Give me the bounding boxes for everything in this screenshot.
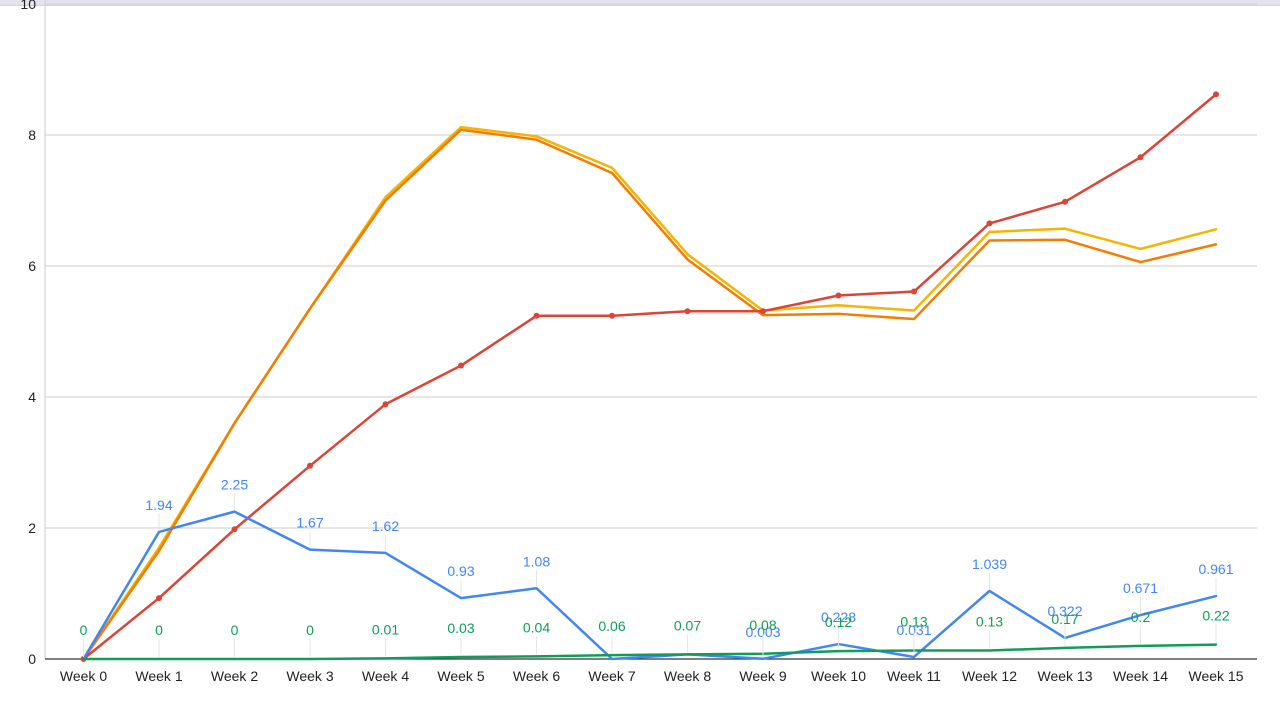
series-3-point [760, 308, 766, 315]
green-data-label: 0.06 [598, 618, 625, 634]
series-3-point [533, 312, 540, 319]
series-3-point [1062, 198, 1068, 205]
green-data-label: 0.07 [674, 617, 701, 633]
green-data-label: 0.04 [523, 619, 550, 635]
blue-data-label: 1.62 [372, 518, 399, 534]
blue-data-label: 0.671 [1123, 580, 1158, 596]
blue-data-label: 0.961 [1198, 561, 1233, 577]
data-labels: 1.94 2.25 1.67 1.62 0.93 1.08 0.003 0.228 0.031 1… [80, 477, 1234, 657]
x-tick-label: Week 3 [286, 668, 333, 684]
x-tick-label: Week 15 [1189, 668, 1244, 684]
series-3-point [609, 312, 615, 319]
series-line-2 [82, 128, 1218, 661]
green-data-label: 0.17 [1051, 611, 1078, 627]
series-3-point [1137, 154, 1144, 161]
y-tick-label: 0 [28, 651, 36, 667]
x-tick-label: Week 2 [211, 668, 258, 684]
series-3-point [986, 220, 993, 227]
series-3-point [1213, 91, 1219, 98]
green-data-label: 0.03 [447, 620, 474, 636]
y-tick-label: 4 [28, 389, 36, 405]
x-tick-label: Week 11 [887, 668, 941, 684]
y-tick-label: 6 [28, 258, 36, 274]
x-tick-label: Week 4 [362, 668, 409, 684]
series-line-3 [82, 93, 1218, 661]
y-tick-label: 8 [28, 127, 36, 143]
blue-data-label: 1.039 [972, 556, 1007, 572]
x-tick-label: Week 13 [1038, 668, 1093, 684]
blue-data-label: 0.003 [745, 624, 780, 640]
green-data-label: 0 [80, 622, 88, 638]
series-line-5 [82, 643, 1218, 661]
x-tick-label: Week 7 [588, 668, 635, 684]
y-tick-label: 2 [28, 520, 36, 536]
green-data-label: 0.2 [1131, 609, 1151, 625]
green-data-label: 0 [231, 622, 239, 638]
series-3-point [835, 292, 842, 299]
series-lines [80, 91, 1219, 662]
series-3-point [307, 462, 313, 469]
x-tick-label: Week 10 [811, 668, 866, 684]
grid [44, 0, 1257, 659]
x-tick-label: Week 1 [135, 668, 182, 684]
top-border [0, 0, 1280, 6]
x-tick-label: Week 8 [664, 668, 711, 684]
blue-data-label: 1.67 [296, 515, 323, 531]
green-data-label: 0.12 [825, 614, 852, 630]
green-data-label: 0.22 [1202, 608, 1229, 624]
y-tick-label: 10 [20, 0, 36, 12]
green-data-label: 0.13 [900, 613, 927, 629]
blue-data-label: 1.94 [145, 497, 172, 513]
series-3-point [684, 308, 691, 315]
green-data-label: 0 [306, 622, 314, 638]
blue-data-label: 2.25 [221, 477, 248, 493]
x-tick-label: Week 14 [1113, 668, 1168, 684]
series-line-4 [82, 510, 1218, 661]
blue-data-label: 0.228 [821, 609, 856, 625]
series-3-point [156, 595, 162, 602]
x-tick-label: Week 6 [513, 668, 560, 684]
x-tick-label: Week 12 [962, 668, 1017, 684]
green-data-label: 0.13 [976, 613, 1003, 629]
series-3-point [382, 401, 389, 408]
series-3-point [911, 288, 917, 295]
blue-data-label: 1.08 [523, 553, 550, 569]
x-tick-label: Week 5 [437, 668, 484, 684]
series-3-point [231, 526, 238, 533]
green-data-label: 0.08 [749, 617, 776, 633]
green-data-label: 0.01 [372, 621, 399, 637]
blue-data-label: 0.031 [896, 622, 931, 638]
blue-data-label: 0.322 [1047, 603, 1082, 619]
x-tick-label: Week 9 [739, 668, 786, 684]
green-data-label: 0 [155, 622, 163, 638]
x-tick-label: Week 0 [60, 668, 107, 684]
axes: 0 2 4 6 8 10 Week 0 Week 1 Week 2 Week 3 Week 4 Wee… [20, 0, 1257, 684]
blue-data-label: 0.93 [447, 563, 474, 579]
series-3-point [458, 362, 464, 369]
